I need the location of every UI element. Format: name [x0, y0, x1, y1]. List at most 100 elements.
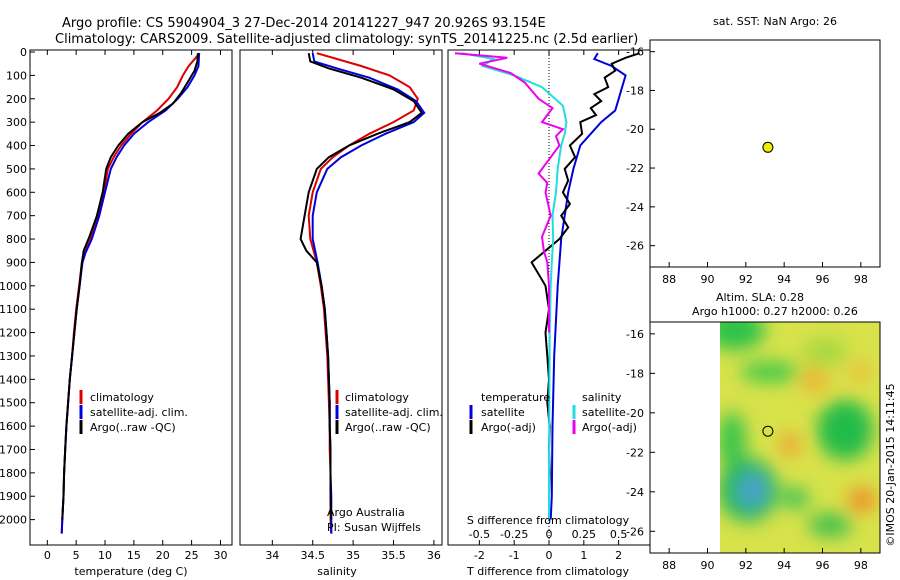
y-tick-label: 1100 — [0, 303, 27, 316]
sla-patch — [780, 433, 800, 457]
sla-patch — [848, 488, 876, 512]
sla-patch — [720, 322, 765, 350]
temperature-x-axis: 0 5 10 15 20 25 30 — [44, 50, 227, 562]
legend-s-argo-label: Argo(-adj) — [582, 421, 637, 434]
sla-heatmap — [720, 322, 880, 553]
sla-map-title-line1: Altim. SLA: 0.28 — [716, 291, 804, 304]
s-tick-label: -0.5 — [469, 528, 490, 541]
y-tick-label: 900 — [6, 256, 27, 269]
sst-map-frame — [649, 39, 881, 268]
series-line-temperature-1 — [60, 53, 201, 534]
sst-map-axes: 88 90 92 94 96 98 -16 -18 -20 -22 -24 -26 — [626, 46, 868, 286]
temperature-series — [60, 52, 201, 534]
x-tick-label: 30 — [213, 549, 227, 562]
legend-climatology-label: climatology — [90, 391, 154, 404]
argo-position-marker — [762, 425, 774, 437]
y-tick-label: 500 — [6, 163, 27, 176]
legend-temperature-heading: temperature — [481, 391, 550, 404]
legend-argo-label: Argo(..raw -QC) — [90, 421, 176, 434]
sla-patch — [808, 513, 852, 537]
lat-tick-label: -18 — [626, 84, 644, 97]
lon-tick-label: 92 — [739, 273, 753, 286]
y-tick-label: 1500 — [0, 397, 27, 410]
legend-t-satellite-label: satellite — [481, 406, 525, 419]
y-tick-label: 1700 — [0, 443, 27, 456]
timestamp-credit: ©IMOS 20-Jan-2015 14:11:45 — [884, 383, 897, 546]
series-line-difference-2 — [461, 52, 568, 520]
sla-patch — [801, 368, 829, 392]
lat-tick-label: -22 — [626, 446, 644, 459]
y-tick-label: 1800 — [0, 467, 27, 480]
figure-title-line2: Climatology: CARS2009. Satellite-adjuste… — [55, 32, 638, 47]
sla-patch — [817, 400, 873, 460]
sla-patch — [740, 362, 800, 382]
sla-heatmap-features — [720, 322, 876, 537]
s-tick-label: -0.25 — [500, 528, 528, 541]
credit-line1: Argo Australia — [327, 506, 405, 519]
sla-map-title-line2: Argo h1000: 0.27 h2000: 0.26 — [692, 305, 858, 318]
series-line-temperature-0 — [60, 52, 201, 534]
lon-tick-label: 88 — [662, 559, 676, 572]
lon-tick-label: 98 — [854, 273, 868, 286]
difference-x-axis: -2 -0.5 -1 -0.25 0 0 1 0.25 2 0.5 — [469, 50, 628, 562]
difference-series — [454, 52, 640, 520]
x-tick-label: 1 — [580, 549, 587, 562]
y-tick-label: 1400 — [0, 373, 27, 386]
x-tick-label: -2 — [474, 549, 485, 562]
sla-patch — [850, 362, 870, 382]
y-tick-label: 0 — [20, 46, 27, 59]
lat-tick-label: -24 — [626, 486, 644, 499]
lat-tick-label: -26 — [626, 525, 644, 538]
x-tick-label: 5 — [73, 549, 80, 562]
y-tick-label: 400 — [6, 140, 27, 153]
sla-patch — [738, 472, 766, 508]
x-tick-label: 0 — [44, 549, 51, 562]
x-tick-label: -1 — [509, 549, 520, 562]
s-difference-x-label: S difference from climatology — [467, 514, 630, 527]
lat-tick-label: -16 — [626, 46, 644, 59]
x-tick-label: 36 — [427, 549, 441, 562]
credit-line2: PI: Susan Wijffels — [327, 521, 421, 534]
salinity-x-axis: 34 34.5 35 35.5 36 — [265, 50, 441, 562]
argo-position-marker — [762, 141, 774, 153]
lat-tick-label: -24 — [626, 201, 644, 214]
y-tick-label: 2000 — [0, 514, 27, 527]
salinity-series — [299, 52, 426, 534]
x-tick-label: 0 — [546, 549, 553, 562]
legend-satellite-label: satellite-adj. clim. — [90, 406, 188, 419]
s-tick-label: 0 — [546, 528, 553, 541]
series-line-temperature-2 — [61, 53, 199, 520]
lon-tick-label: 90 — [701, 559, 715, 572]
x-tick-label: 25 — [185, 549, 199, 562]
legend-s-satellite-label: satellite — [582, 406, 626, 419]
lat-tick-label: -26 — [626, 240, 644, 253]
sla-patch — [781, 488, 809, 508]
x-tick-label: 34.5 — [300, 549, 325, 562]
y-tick-label: 300 — [6, 116, 27, 129]
y-tick-label: 1900 — [0, 490, 27, 503]
legend-t-argo-label: Argo(-adj) — [481, 421, 536, 434]
sla-map-frame — [649, 321, 881, 554]
lon-tick-label: 90 — [701, 273, 715, 286]
legend-salinity-heading: salinity — [582, 391, 622, 404]
s-tick-label: 0.5 — [610, 528, 628, 541]
y-tick-label: 600 — [6, 186, 27, 199]
lon-tick-label: 98 — [854, 559, 868, 572]
series-line-salinity-2 — [299, 53, 424, 520]
x-tick-label: 20 — [156, 549, 170, 562]
lon-tick-label: 94 — [777, 273, 791, 286]
sla-patch — [803, 338, 847, 366]
temperature-legend: climatology satellite-adj. clim. Argo(..… — [79, 390, 188, 434]
y-tick-label: 1600 — [0, 420, 27, 433]
y-tick-label: 1300 — [0, 350, 27, 363]
x-tick-label: 10 — [98, 549, 112, 562]
salinity-axes-frame — [239, 49, 443, 546]
y-tick-label: 1200 — [0, 327, 27, 340]
temperature-x-label: temperature (deg C) — [74, 565, 187, 578]
difference-panel: -2 -0.5 -1 -0.25 0 0 1 0.25 2 0.5 S difference fr… — [447, 49, 651, 578]
sla-map-axes: 88 90 92 94 96 98 -16 -18 -20 -22 -24 -26 — [626, 328, 868, 572]
sla-map-panel: Altim. SLA: 0.28 Argo h1000: 0.27 h2000:… — [626, 291, 881, 572]
lat-tick-label: -18 — [626, 367, 644, 380]
depth-axis: 0 100 200 300 400 500 600 700 800 900 1000 1100 1200… — [0, 46, 35, 527]
